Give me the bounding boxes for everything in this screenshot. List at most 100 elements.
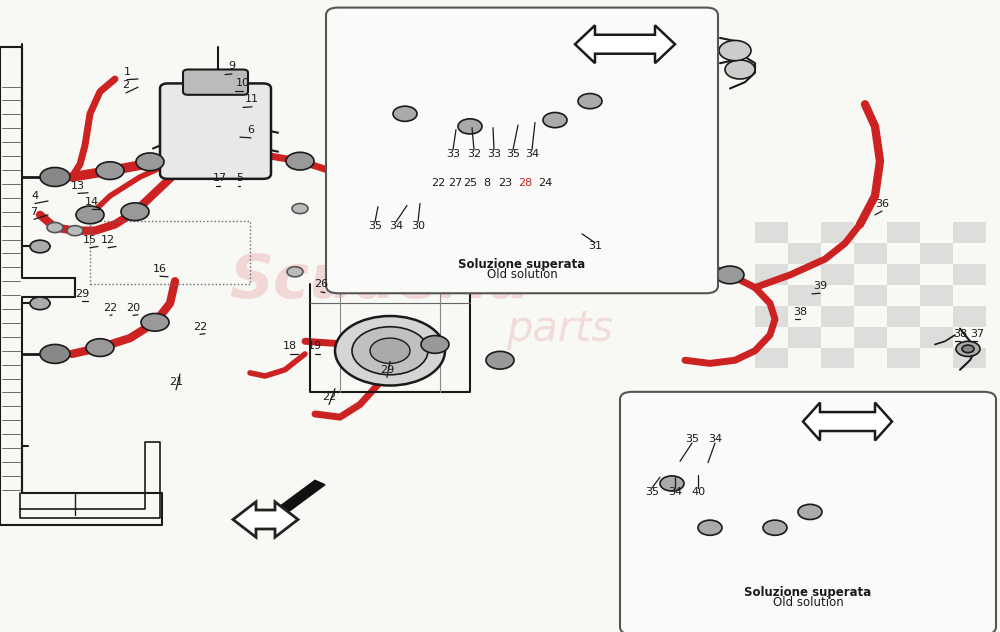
Text: 19: 19 [308,341,322,351]
Circle shape [763,520,787,535]
Circle shape [121,203,149,221]
Bar [953,327,986,348]
Polygon shape [575,25,675,63]
FancyBboxPatch shape [160,83,271,179]
Bar [788,222,821,243]
Text: 28: 28 [518,178,532,188]
Text: Scuderia: Scuderia [229,252,531,311]
Text: 23: 23 [498,178,512,188]
Circle shape [798,504,822,520]
Circle shape [543,112,567,128]
Circle shape [136,153,164,171]
Circle shape [86,339,114,356]
Circle shape [47,222,63,233]
Bar [821,264,854,285]
Circle shape [337,270,353,280]
Circle shape [716,266,744,284]
Bar [755,243,788,264]
Bar [887,348,920,368]
Bar [788,327,821,348]
Circle shape [30,240,50,253]
Bar [920,243,953,264]
Circle shape [458,119,482,134]
Text: 5: 5 [237,173,244,183]
Circle shape [466,250,494,268]
Circle shape [367,235,383,245]
Text: 29: 29 [75,289,89,299]
Bar [920,327,953,348]
Bar [953,285,986,306]
Bar [755,348,788,368]
Text: 30: 30 [411,221,425,231]
Bar [854,285,887,306]
Circle shape [341,174,369,192]
Bar [953,348,986,368]
Text: 35: 35 [685,434,699,444]
Circle shape [67,226,83,236]
Bar [920,306,953,327]
Circle shape [335,316,445,386]
Text: 13: 13 [71,181,85,191]
Bar [821,327,854,348]
Bar [788,285,821,306]
Text: 18: 18 [283,341,297,351]
Text: 36: 36 [875,198,889,209]
Bar [920,285,953,306]
Circle shape [76,206,104,224]
Text: 31: 31 [588,241,602,252]
Text: 33: 33 [487,149,501,159]
Bar [920,222,953,243]
Text: 34: 34 [708,434,722,444]
Text: 32: 32 [467,149,481,159]
Circle shape [698,520,722,535]
Circle shape [421,336,449,353]
Bar [920,348,953,368]
Text: 11: 11 [245,94,259,104]
Bar [788,306,821,327]
Bar [854,306,887,327]
Bar [953,264,986,285]
Circle shape [725,60,755,79]
Text: 33: 33 [446,149,460,159]
Bar [887,306,920,327]
Bar [788,348,821,368]
Text: 22: 22 [322,392,336,402]
Circle shape [370,338,410,363]
Circle shape [636,244,664,262]
Text: parts: parts [507,308,614,349]
Polygon shape [233,502,298,537]
Bar [755,285,788,306]
Text: 10: 10 [236,78,250,88]
Bar [755,327,788,348]
Text: Soluzione superata: Soluzione superata [744,586,872,599]
Text: 26: 26 [314,279,328,289]
Circle shape [376,231,404,249]
Text: 20: 20 [126,303,140,313]
Text: 22: 22 [193,322,207,332]
Circle shape [486,351,514,369]
Text: 1: 1 [124,67,130,77]
Circle shape [956,341,980,356]
Text: 40: 40 [691,487,705,497]
Circle shape [96,162,124,179]
Text: 34: 34 [525,149,539,159]
Text: 35: 35 [368,221,382,231]
Text: 15: 15 [83,235,97,245]
FancyBboxPatch shape [620,392,996,632]
FancyBboxPatch shape [326,8,718,293]
Text: 22: 22 [103,303,117,313]
Text: 29: 29 [380,365,394,375]
Bar [854,327,887,348]
Text: 38: 38 [793,307,807,317]
Circle shape [141,313,169,331]
Bar [953,243,986,264]
Text: 37: 37 [970,329,984,339]
Text: 35: 35 [645,487,659,497]
Bar [755,222,788,243]
Bar [920,264,953,285]
Bar [788,243,821,264]
Text: Soluzione superata: Soluzione superata [458,258,586,270]
Text: 7: 7 [30,207,38,217]
Bar [953,222,986,243]
Polygon shape [803,403,892,441]
